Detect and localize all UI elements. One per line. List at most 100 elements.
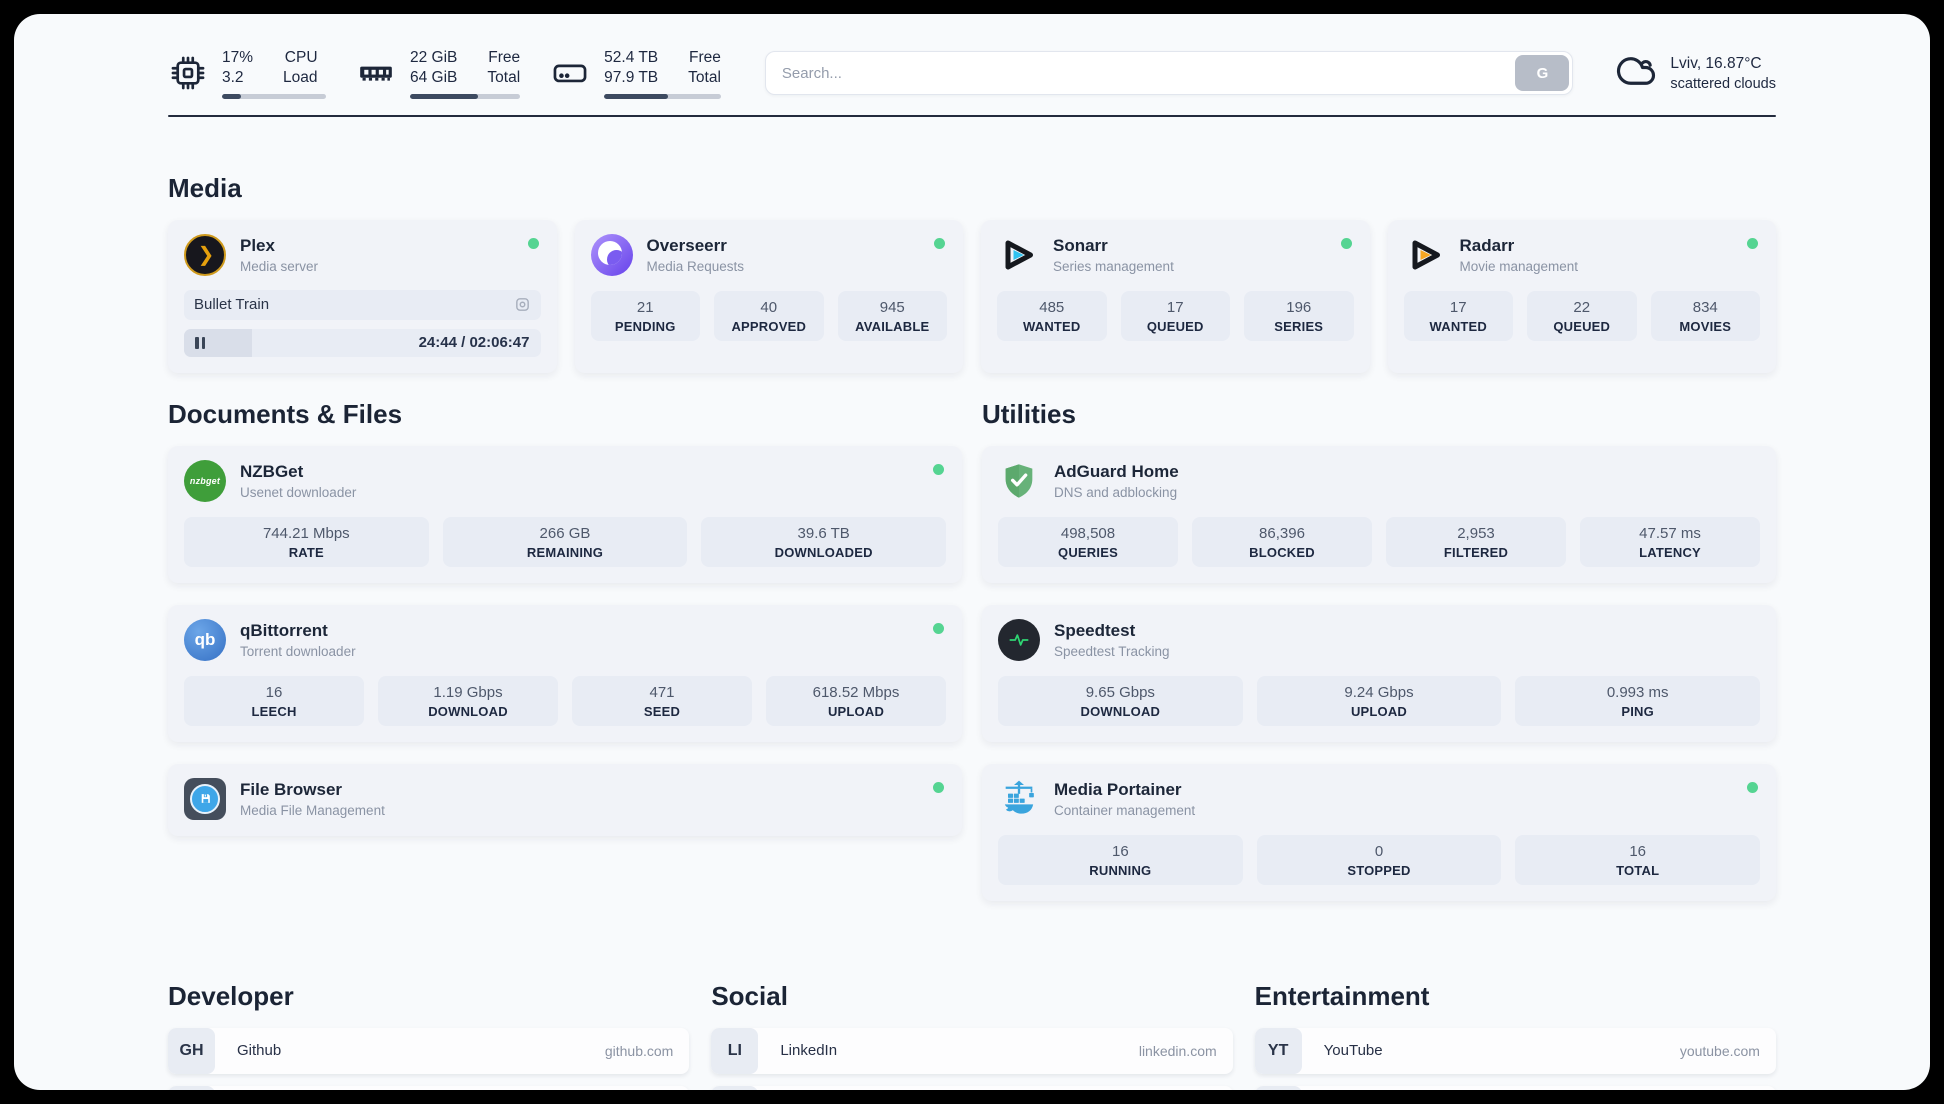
bookmark-badge: LI — [711, 1027, 759, 1074]
app-card-qbittorrent[interactable]: qb qBittorrent Torrent downloader 16 LEEC… — [168, 604, 962, 742]
plex-logo-icon: ❯ — [184, 233, 226, 276]
nzbget-logo-icon: nzbget — [184, 459, 226, 502]
stat-series: 196 SERIES — [1244, 290, 1354, 341]
stat-total: 16 TOTAL — [1515, 834, 1760, 885]
status-dot — [933, 781, 944, 793]
bookmark-netflix[interactable]: NF Netflix netflix.com — [1254, 1085, 1776, 1090]
stat-download: 9.65 Gbps DOWNLOAD — [998, 675, 1243, 726]
stat-running: 16 RUNNING — [998, 834, 1243, 885]
media-thumbnail-icon — [514, 296, 531, 313]
app-name: Speedtest — [1054, 620, 1136, 640]
filebrowser-logo-icon — [184, 777, 226, 820]
section-title-utilities: Utilities — [982, 398, 1076, 429]
stat-queued: 17 QUEUED — [1120, 290, 1230, 341]
status-dot — [933, 463, 944, 475]
header: 17% 3.2 CPU Load — [168, 48, 1776, 99]
ram-labels: Free Total — [487, 49, 521, 87]
app-subtitle: Series management — [1053, 258, 1174, 274]
search-engine-button[interactable]: G — [1515, 55, 1570, 92]
stat-leech: 16 LEECH — [184, 675, 364, 726]
now-playing-row[interactable]: Bullet Train — [184, 289, 541, 320]
section-title-developer: Developer — [168, 980, 294, 1011]
app-name: Overseerr — [646, 235, 727, 255]
playback-time: 24:44 / 02:06:47 — [418, 334, 530, 352]
status-dot — [1747, 781, 1758, 793]
stat-downloaded: 39.6 TB DOWNLOADED — [701, 516, 946, 567]
app-card-sonarr[interactable]: Sonarr Series management 485 WANTED 17 QUE… — [981, 219, 1370, 373]
weather-location: Lviv, 16.87°C — [1670, 54, 1762, 72]
bookmark-badge: TW — [711, 1085, 759, 1090]
weather-condition: scattered clouds — [1670, 75, 1776, 92]
stat-movies: 834 MOVIES — [1650, 290, 1760, 341]
bookmark-stackoverflow[interactable]: SO StackOverflow stackoverflow.com — [168, 1085, 690, 1090]
bookmark-github[interactable]: GH Github github.com — [168, 1027, 690, 1074]
app-card-nzbget[interactable]: nzbget NZBGet Usenet downloader 744.21 M… — [168, 445, 962, 583]
app-subtitle: Media server — [240, 258, 319, 274]
status-dot — [527, 237, 539, 249]
app-subtitle: Media File Management — [240, 802, 385, 818]
ram-progress-bar — [410, 93, 521, 99]
app-card-portainer[interactable]: Media Portainer Container management 16 R… — [982, 763, 1776, 901]
bookmark-badge: SO — [168, 1085, 215, 1090]
app-card-overseerr[interactable]: Overseerr Media Requests 21 PENDING 40 APP… — [574, 219, 963, 373]
stat-ping: 0.993 ms PING — [1515, 675, 1760, 726]
app-subtitle: DNS and adblocking — [1054, 484, 1178, 500]
entertainment-column: Entertainment YT YouTube youtube.com NF … — [1254, 981, 1776, 1090]
developer-column: Developer GH Github github.com SO StackO… — [168, 980, 690, 1090]
cpu-labels: CPU Load — [283, 49, 318, 87]
playback-progress-bar[interactable]: 24:44 / 02:06:47 — [184, 328, 541, 357]
app-subtitle: Usenet downloader — [240, 484, 357, 500]
app-card-plex[interactable]: ❯ Plex Media server Bullet Train — [168, 219, 557, 373]
stat-approved: 40 APPROVED — [714, 290, 824, 341]
bookmark-linkedin[interactable]: LI LinkedIn linkedin.com — [711, 1027, 1233, 1074]
overseerr-logo-icon — [590, 233, 633, 276]
disk-stat: 52.4 TB 97.9 TB Free Total — [550, 48, 721, 99]
search-input[interactable] — [764, 51, 1574, 96]
bookmark-youtube[interactable]: YT YouTube youtube.com — [1254, 1027, 1776, 1074]
section-title-media: Media — [168, 172, 242, 203]
radarr-logo-icon — [1404, 234, 1446, 276]
hard-drive-icon — [550, 53, 590, 93]
app-name: Media Portainer — [1054, 779, 1182, 799]
bookmark-twitter[interactable]: TW Twitter twitter.com — [711, 1085, 1233, 1090]
status-dot — [1340, 237, 1352, 249]
search-box: G — [764, 51, 1574, 96]
stat-wanted: 485 WANTED — [997, 290, 1107, 341]
app-card-radarr[interactable]: Radarr Movie management 17 WANTED 22 QUEUE… — [1387, 219, 1776, 373]
app-card-speedtest[interactable]: Speedtest Speedtest Tracking 9.65 Gbps DO… — [982, 604, 1776, 742]
stat-wanted: 17 WANTED — [1403, 290, 1513, 341]
utilities-column: Utilities AdGuard Home DNS and adblockin… — [982, 399, 1776, 923]
media-grid: ❯ Plex Media server Bullet Train — [168, 219, 1776, 373]
bookmark-badge: YT — [1254, 1027, 1302, 1074]
status-dot — [933, 622, 944, 634]
app-name: Sonarr — [1053, 235, 1108, 255]
app-card-filebrowser[interactable]: File Browser Media File Management — [168, 763, 962, 836]
disk-progress-bar — [604, 93, 721, 99]
stat-pending: 21 PENDING — [590, 290, 700, 341]
stat-latency: 47.57 ms LATENCY — [1580, 516, 1760, 567]
speedtest-logo-icon — [998, 618, 1040, 661]
header-divider — [168, 114, 1776, 117]
stat-queries: 498,508 QUERIES — [998, 516, 1178, 567]
app-subtitle: Torrent downloader — [240, 643, 356, 659]
stat-rate: 744.21 Mbps RATE — [184, 516, 429, 567]
cpu-progress-bar — [222, 93, 326, 99]
bookmark-badge: NF — [1254, 1085, 1302, 1090]
app-subtitle: Media Requests — [646, 258, 745, 274]
stat-seed: 471 SEED — [572, 675, 752, 726]
stat-queued: 22 QUEUED — [1527, 290, 1637, 341]
app-name: AdGuard Home — [1054, 461, 1179, 481]
stat-remaining: 266 GB REMAINING — [442, 516, 688, 567]
disk-values: 52.4 TB 97.9 TB — [604, 49, 659, 87]
app-subtitle: Movie management — [1459, 258, 1579, 274]
stat-blocked: 86,396 BLOCKED — [1192, 516, 1372, 567]
weather-widget[interactable]: Lviv, 16.87°C scattered clouds — [1615, 50, 1776, 97]
dashboard-page: 17% 3.2 CPU Load — [14, 14, 1930, 1090]
qbittorrent-logo-icon: qb — [184, 618, 226, 661]
app-name: qBittorrent — [240, 620, 328, 640]
app-subtitle: Container management — [1054, 802, 1196, 818]
section-title-social: Social — [711, 980, 788, 1011]
app-card-adguard[interactable]: AdGuard Home DNS and adblocking 498,508 Q… — [982, 445, 1776, 583]
stat-upload: 618.52 Mbps UPLOAD — [766, 675, 946, 726]
cpu-icon — [168, 53, 208, 93]
